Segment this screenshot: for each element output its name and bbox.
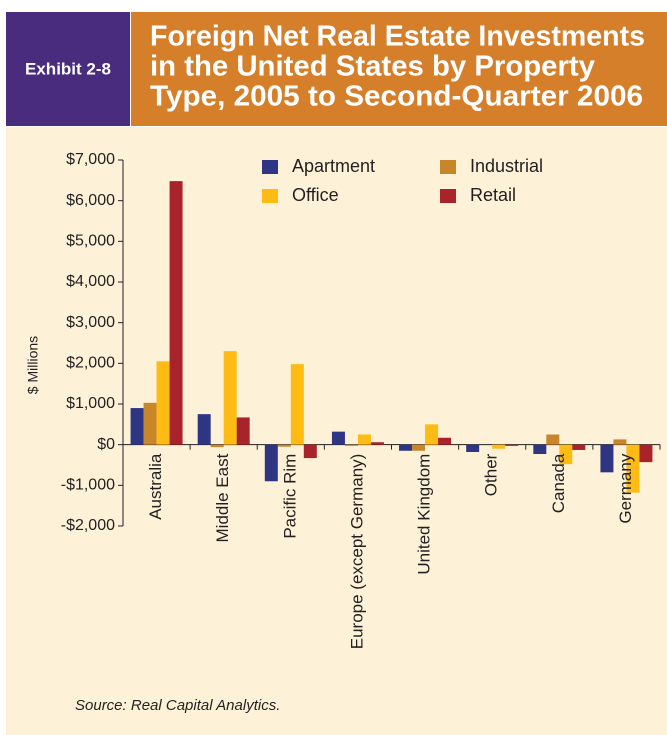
legend-label: Apartment bbox=[292, 156, 375, 176]
bar bbox=[466, 444, 480, 452]
bar bbox=[169, 181, 183, 445]
bar bbox=[626, 444, 640, 493]
bar bbox=[492, 444, 506, 449]
bar bbox=[370, 442, 384, 445]
source: Source: Real Capital Analytics. bbox=[75, 697, 280, 714]
bar bbox=[600, 444, 614, 473]
bar bbox=[559, 444, 573, 465]
bar bbox=[236, 417, 250, 445]
x-tick-label: Canada bbox=[549, 453, 568, 513]
legend-label: Industrial bbox=[470, 156, 543, 176]
bar bbox=[546, 434, 560, 445]
y-tick-label: $5,000 bbox=[66, 233, 115, 250]
bar bbox=[264, 444, 278, 482]
y-tick-label: $4,000 bbox=[66, 273, 115, 290]
y-tick-label: $3,000 bbox=[66, 314, 115, 331]
exhibit-box bbox=[6, 12, 130, 126]
bar bbox=[412, 444, 426, 451]
y-tick-label: -$2,000 bbox=[61, 517, 115, 534]
y-tick-label: $7,000 bbox=[66, 151, 115, 168]
bar bbox=[223, 351, 237, 445]
bar bbox=[277, 444, 291, 447]
legend-label: Retail bbox=[470, 185, 516, 205]
bar bbox=[357, 434, 371, 445]
bar bbox=[303, 444, 317, 459]
bar bbox=[399, 444, 413, 451]
y-tick-label: $6,000 bbox=[66, 192, 115, 209]
bar bbox=[344, 444, 358, 446]
legend-swatch bbox=[262, 160, 278, 174]
bar bbox=[572, 444, 586, 450]
x-tick-label: Australia bbox=[146, 453, 165, 520]
bar bbox=[438, 437, 452, 445]
x-tick-label: United Kingdom bbox=[415, 454, 434, 575]
legend-swatch bbox=[440, 189, 456, 203]
bar bbox=[331, 431, 345, 445]
bar bbox=[156, 361, 170, 445]
bar bbox=[143, 402, 157, 445]
bar bbox=[505, 444, 519, 446]
chart-title: Foreign Net Real Estate Investments bbox=[150, 21, 645, 53]
bar bbox=[290, 364, 304, 445]
y-tick-label: $1,000 bbox=[66, 395, 115, 412]
bar bbox=[425, 424, 439, 445]
bar bbox=[613, 439, 627, 445]
x-tick-label: Germany bbox=[616, 453, 635, 523]
bar bbox=[210, 444, 224, 448]
y-tick-label: $2,000 bbox=[66, 355, 115, 372]
x-tick-label: Europe (except Germany) bbox=[347, 454, 366, 650]
legend-label: Office bbox=[292, 185, 339, 205]
chart-title: Type, 2005 to Second-Quarter 2006 bbox=[150, 81, 643, 113]
x-tick-label: Other bbox=[482, 453, 501, 496]
title-box bbox=[131, 12, 667, 126]
bar bbox=[197, 414, 211, 445]
y-axis-label: $ Millions bbox=[25, 336, 41, 394]
y-tick-label: $0 bbox=[97, 436, 115, 453]
bar bbox=[639, 444, 653, 463]
y-tick-label: -$1,000 bbox=[61, 477, 115, 494]
bar bbox=[533, 444, 547, 455]
legend-swatch bbox=[440, 160, 456, 174]
legend-swatch bbox=[262, 189, 278, 203]
exhibit-label: Exhibit 2-8 bbox=[25, 59, 111, 78]
x-tick-label: Middle East bbox=[213, 453, 232, 542]
x-tick-label: Pacific Rim bbox=[280, 454, 299, 539]
plot-background bbox=[6, 127, 667, 735]
bar bbox=[130, 408, 144, 445]
chart-title: in the United States by Property bbox=[150, 51, 595, 83]
